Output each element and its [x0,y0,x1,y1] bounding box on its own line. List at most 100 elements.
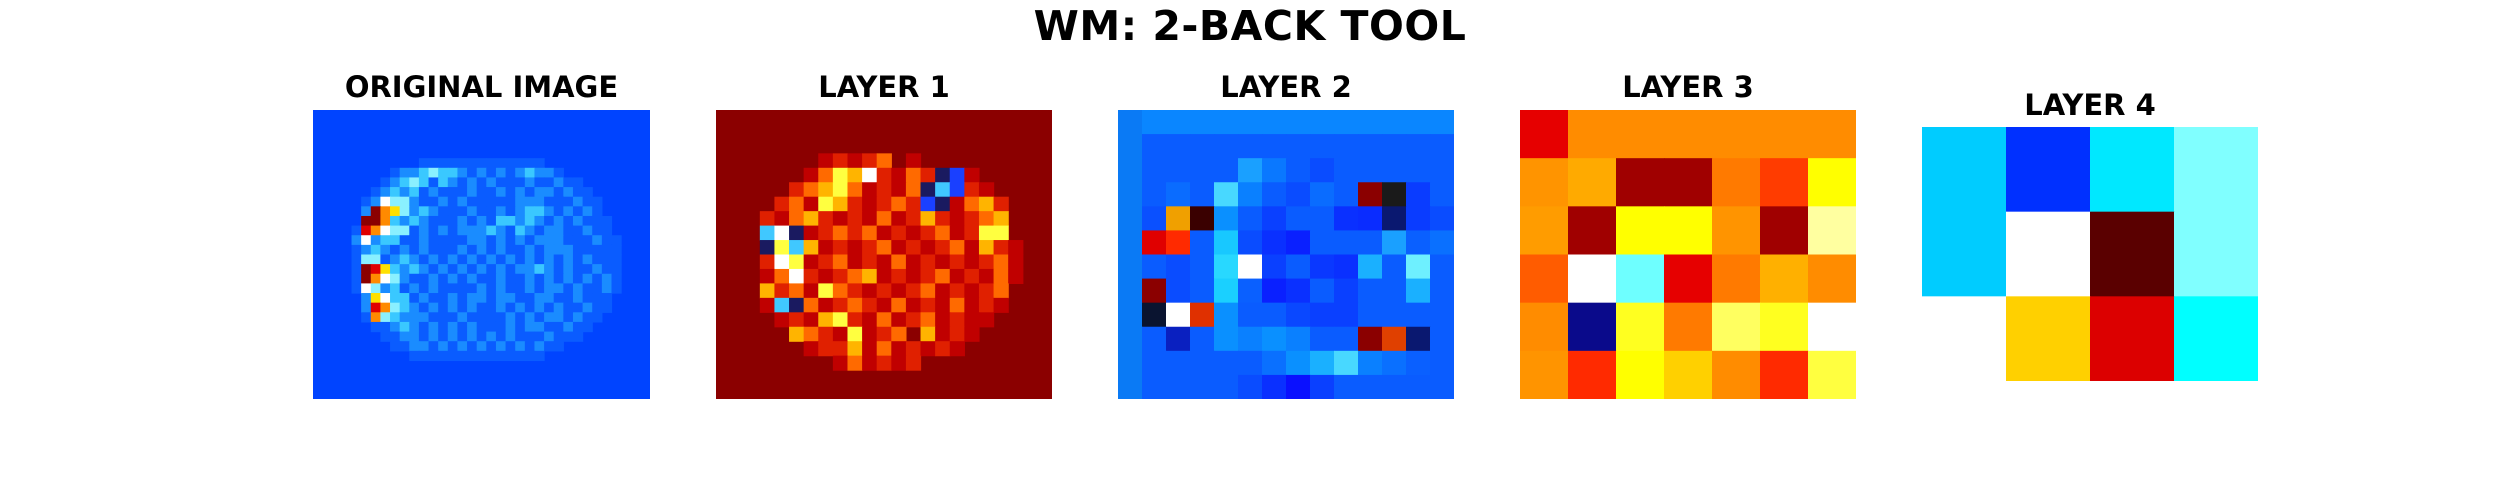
heatmap-cell [447,254,459,265]
heatmap-cell [476,196,487,207]
heatmap-cell [563,293,574,304]
heatmap-cell [1286,134,1311,159]
heatmap-cell [1286,158,1311,183]
heatmap-cell [467,293,478,304]
heatmap-cell [524,312,536,323]
heatmap-cell [847,283,863,299]
heatmap-cell [905,240,922,256]
heatmap-cell [428,312,439,323]
heatmap-cell [409,254,420,265]
heatmap-cell [759,283,776,299]
heatmap-cell [370,196,381,207]
heatmap-cell [457,341,468,352]
heatmap-cell [1142,302,1167,328]
heatmap-cell [964,297,980,313]
heatmap-cell [361,302,372,313]
heatmap-cell [1334,326,1359,352]
heatmap-cell [935,196,951,212]
heatmap-cell [495,196,507,207]
heatmap-cell [891,297,907,313]
heatmap-cell [515,254,526,265]
heatmap-cell [978,283,995,299]
heatmap-cell [1616,254,1665,304]
heatmap-cell [495,321,507,333]
heatmap-cell [1262,182,1287,207]
heatmap-cell [1142,230,1167,256]
heatmap-cell [582,302,593,313]
heatmap-cell [1406,350,1431,376]
heatmap-cell [563,177,574,188]
heatmap-cell [457,235,468,246]
heatmap-cell [847,254,863,270]
heatmap-cell [1310,326,1335,352]
heatmap-cell [1166,326,1191,352]
heatmap-cell [1286,278,1311,304]
heatmap-cell [949,297,965,313]
heatmap-cell [1334,110,1359,135]
heatmap-cell [1616,206,1665,256]
heatmap-cell [553,302,564,313]
heatmap-cell [495,293,507,304]
heatmap-cell [1430,158,1454,183]
heatmap-cell [1310,278,1335,304]
heatmap-cell [495,235,507,246]
heatmap-cell [563,321,574,333]
heatmap-cell [862,312,878,328]
heatmap-cell [905,182,922,198]
heatmap-cell [515,350,526,362]
heatmap-cell [832,153,849,169]
heatmap-cell [534,273,545,284]
heatmap-cell [1568,254,1617,304]
heatmap-cell [467,167,478,179]
heatmap-cell [949,167,965,183]
heatmap-cell [582,312,593,323]
heatmap-cell [467,321,478,333]
heatmap-cell [572,225,584,236]
heatmap-cell [370,215,381,227]
heatmap-cell [380,177,391,188]
heatmap-cell [1190,374,1215,399]
heatmap-cell [553,331,564,342]
heatmap-cell [563,312,574,323]
heatmap-cell [524,350,536,362]
heatmap-cell [949,341,965,357]
heatmap-cell [891,254,907,270]
heatmap-cell [361,244,372,256]
heatmap-cell [476,341,487,352]
heatmap-cell [438,177,449,188]
heatmap-cell [582,196,593,207]
heatmap-cell [534,187,545,198]
heatmap-cell [505,341,516,352]
heatmap-cell [803,341,819,357]
heatmap-cell [592,283,603,294]
heatmap-cell [1616,110,1665,159]
heatmap-cell [457,206,468,217]
heatmap-cell [1406,182,1431,207]
heatmap-cell [380,206,391,217]
heatmap-cell [1190,350,1215,376]
heatmap-cell [399,196,410,207]
heatmap-cell [832,254,849,270]
heatmap-cell [905,254,922,270]
heatmap-cell [1712,110,1761,159]
heatmap-cell [544,331,555,342]
heatmap-cell [1520,206,1569,256]
heatmap-cell [1664,206,1713,256]
heatmap-cell [476,167,487,179]
heatmap-cell [544,215,555,227]
heatmap-cell [818,196,834,212]
heatmap-cell [486,167,497,179]
heatmap-cell [438,341,449,352]
heatmap-cell [457,321,468,333]
heatmap-cell [862,153,878,169]
heatmap-cell [905,297,922,313]
heatmap-cell [905,312,922,328]
heatmap-cell [1808,254,1856,304]
heatmap-cell [515,341,526,352]
heatmap-cell [409,264,420,275]
heatmap-cell [467,350,478,362]
heatmap-cell [949,182,965,198]
heatmap-cell [544,196,555,207]
heatmap-cell [1664,350,1713,399]
panel-title: LAYER 1 [818,70,950,104]
